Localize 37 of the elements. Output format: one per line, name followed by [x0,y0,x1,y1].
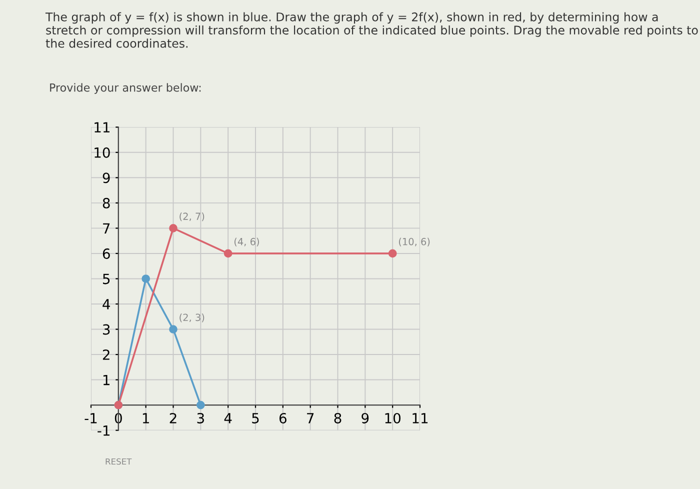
x-tick-label: 8 [334,412,342,424]
point [388,249,397,258]
text: RESET [106,458,132,465]
annotation: (2, 7) [180,212,204,222]
point [224,249,232,258]
annotation: (4, 6) [234,238,259,246]
y-tick-label: 11 [94,122,110,132]
point [169,325,178,334]
point [142,274,150,283]
chart-title: The graph of y = f(x) is shown in blue. Draw the graph of y = 2f(x), shown in red, by determining how a stretch or compression will transform the location of the indicated blue points. Drag the movable red points to the desired coordinates. [45,12,698,48]
y-tick-label: 9 [102,172,110,184]
y-tick-label: 3 [103,324,110,335]
y-tick-label: -1 [98,425,110,436]
x-tick-label: 9 [362,412,369,424]
y-tick-label: 4 [102,299,110,310]
y-tick-label: 1 [103,374,110,386]
annotation: (10, 6) [398,238,430,246]
x-tick-label: 3 [197,412,204,424]
x-tick-label: 11 [412,413,428,424]
x-tick-label: -1 [84,413,97,424]
x-tick-label: 2 [170,412,176,424]
x-tick-label: 5 [252,413,259,424]
x-tick-label: 4 [224,413,232,424]
x-tick-label: 7 [307,413,314,424]
y-tick-label: 7 [103,223,110,234]
annotation: (2, 3) [180,314,204,322]
y-tick-label: 10 [94,147,110,158]
y-tick-label: 2 [102,349,110,360]
y-tick-label: 8 [102,198,110,208]
point [169,224,178,232]
x-tick-label: 6 [279,412,286,424]
x-tick-label: 1 [142,413,149,424]
y-tick-label: 5 [103,274,110,284]
chart-subtitle: Provide your answer below: [50,83,201,94]
y-tick-label: 6 [102,248,110,259]
x-tick-label: 10 [385,412,400,424]
point [196,400,205,410]
